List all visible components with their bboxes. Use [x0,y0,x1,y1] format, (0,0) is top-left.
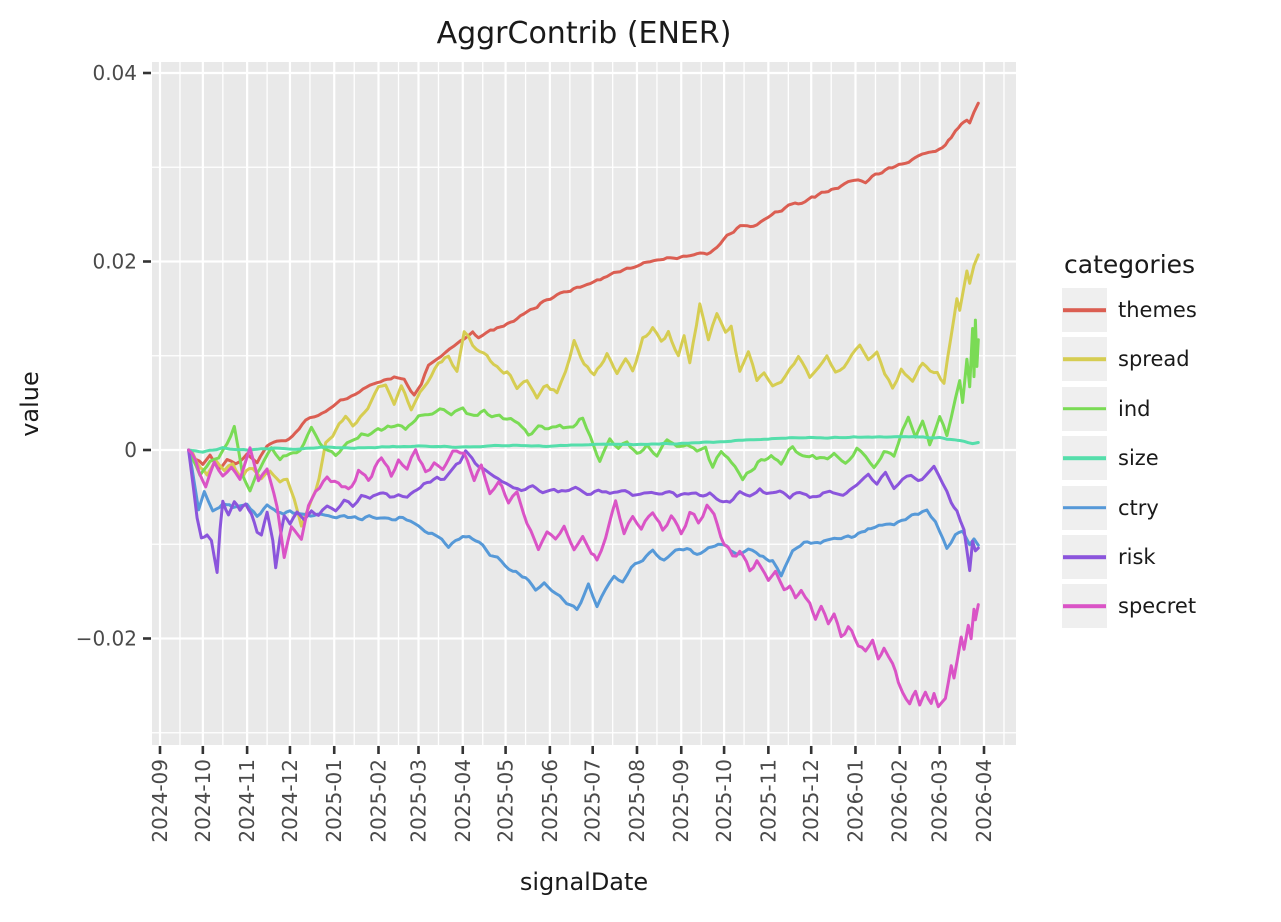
x-tick-label: 2025-04 [451,759,475,843]
x-tick-label: 2025-03 [406,759,430,843]
legend-entry: specret [1062,584,1280,629]
y-tick-label: 0.02 [92,250,137,274]
series-line-ind [187,318,980,493]
legend-entry-label: themes [1118,298,1197,322]
series-line-themes [187,101,980,471]
legend-entry-label: specret [1118,594,1197,619]
legend-entry: ind [1062,386,1280,431]
series-line-spread [187,253,980,528]
x-tick-label: 2024-11 [235,759,259,843]
legend-entry-label: risk [1118,544,1156,569]
y-tick-label: 0 [124,438,137,462]
legend-entry: spread [1062,337,1280,382]
legend-entries: themes spread ind size ctry [1062,288,1280,629]
x-tick-label: 2025-08 [625,759,649,843]
legend-key-swatch [1062,485,1107,530]
legend-title: categories [1064,250,1196,279]
x-tick-label: 2026-02 [888,759,912,843]
x-tick-label: 2025-05 [494,759,518,843]
legend-key-swatch [1062,584,1107,629]
legend-key-swatch [1062,386,1107,431]
y-tick-label: −0.02 [76,627,137,651]
legend-line-icon [1063,604,1106,609]
legend-entry: ctry [1062,485,1280,530]
legend-line-icon [1063,505,1106,510]
legend-line-icon [1063,406,1106,411]
x-tick-label: 2025-01 [322,759,346,843]
x-tick-label: 2026-03 [928,759,952,843]
series-line-size [187,435,980,454]
legend-line-icon [1063,357,1106,362]
legend-entry: themes [1062,288,1280,332]
x-tick-label: 2026-01 [843,759,867,843]
x-tick-label: 2024-10 [191,759,215,843]
legend: categories themes spread ind size [1062,250,1280,634]
x-tick-label: 2025-07 [581,759,605,843]
legend-line-icon [1063,308,1106,312]
x-tick-label: 2025-09 [669,759,693,843]
legend-entry-label: size [1118,446,1159,471]
x-tick-label: 2026-04 [972,759,996,843]
legend-key-swatch [1062,534,1107,579]
legend-entry: risk [1062,534,1280,579]
legend-key-swatch [1062,337,1107,382]
legend-key-swatch [1062,436,1107,481]
x-tick-label: 2025-10 [712,759,736,843]
x-tick-label: 2025-06 [538,759,562,843]
chart-title: AggrContrib (ENER) [436,16,732,51]
legend-line-icon [1063,456,1106,460]
y-tick-label: 0.04 [92,61,137,85]
y-axis-label: value [16,371,44,437]
x-tick-label: 2025-02 [366,759,390,843]
series-group [187,101,980,709]
legend-entry: size [1062,436,1280,481]
x-tick-label: 2024-12 [278,759,302,843]
plot-panel [152,62,1016,745]
legend-entry-label: spread [1118,347,1190,372]
x-tick-label: 2025-11 [756,759,780,843]
x-axis-label: signalDate [519,868,649,896]
x-tick-label: 2024-09 [148,759,172,843]
x-tick-label: 2025-12 [799,759,823,843]
series-line-ctry [187,448,980,611]
legend-entry-label: ind [1118,396,1151,421]
legend-entry-label: ctry [1118,495,1159,520]
series-line-specret [187,446,980,709]
legend-line-icon [1063,555,1106,559]
legend-key-swatch [1062,288,1107,332]
